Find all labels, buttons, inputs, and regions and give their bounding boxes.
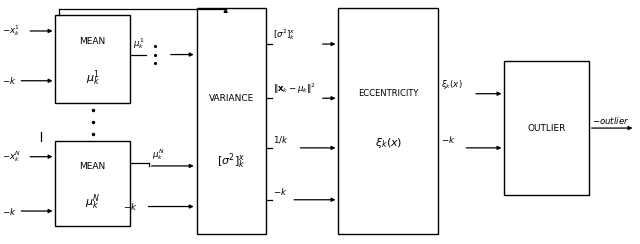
Text: $-x_k^N$: $-x_k^N$ — [2, 149, 21, 164]
Text: $[\sigma^2]_k^x$: $[\sigma^2]_k^x$ — [273, 27, 296, 42]
Text: $\mu_k^1$: $\mu_k^1$ — [133, 36, 144, 51]
Text: $-outlier$: $-outlier$ — [592, 115, 630, 126]
Text: $\xi_k(x)$: $\xi_k(x)$ — [374, 136, 402, 150]
Text: $-x_k^1$: $-x_k^1$ — [2, 23, 20, 38]
Text: MEAN: MEAN — [79, 37, 106, 46]
Text: $\mu_k^N$: $\mu_k^N$ — [152, 147, 164, 162]
FancyBboxPatch shape — [504, 61, 589, 195]
Text: $\mu_k^1$: $\mu_k^1$ — [86, 68, 100, 88]
Text: $-k$: $-k$ — [124, 201, 138, 212]
Text: $-k$: $-k$ — [2, 205, 17, 216]
Text: $-k$: $-k$ — [442, 134, 456, 145]
Text: $\mu_k^N$: $\mu_k^N$ — [85, 193, 100, 212]
Text: VARIANCE: VARIANCE — [209, 94, 254, 103]
Text: MEAN: MEAN — [79, 163, 106, 171]
FancyBboxPatch shape — [56, 15, 130, 102]
FancyBboxPatch shape — [196, 8, 266, 234]
Text: $\xi_k(x)$: $\xi_k(x)$ — [442, 78, 463, 91]
FancyBboxPatch shape — [56, 142, 130, 226]
Text: $\|\mathbf{x}_k - \mu_k\|^2$: $\|\mathbf{x}_k - \mu_k\|^2$ — [273, 81, 317, 96]
Text: OUTLIER: OUTLIER — [527, 123, 566, 132]
FancyBboxPatch shape — [339, 8, 438, 234]
Text: $1/k$: $1/k$ — [273, 134, 289, 145]
Text: $-k$: $-k$ — [2, 75, 17, 86]
Text: $-k$: $-k$ — [273, 186, 288, 197]
Text: ECCENTRICITY: ECCENTRICITY — [358, 89, 419, 98]
Text: $[\sigma^2]_k^x$: $[\sigma^2]_k^x$ — [217, 152, 245, 171]
